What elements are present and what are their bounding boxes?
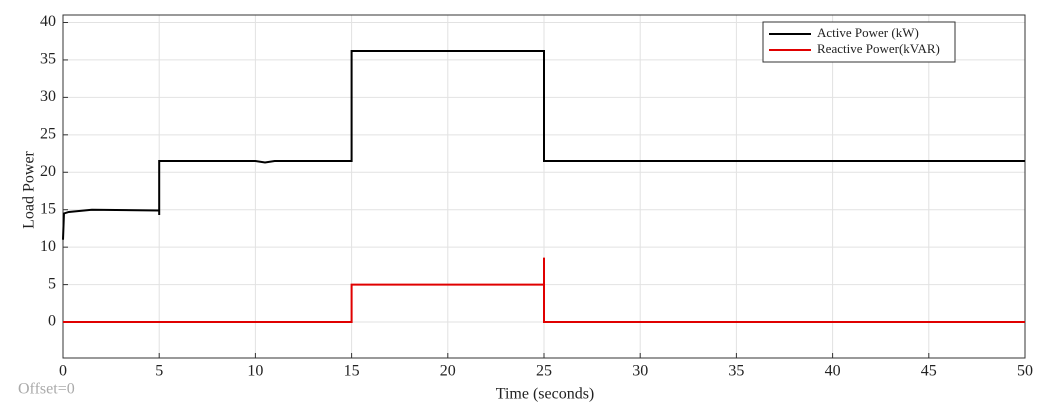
y-tick-label: 10 bbox=[40, 238, 56, 255]
x-tick-label: 30 bbox=[632, 363, 648, 380]
x-tick-label: 15 bbox=[344, 363, 360, 380]
legend-label: Active Power (kW) bbox=[817, 25, 919, 40]
legend-box bbox=[762, 21, 956, 63]
x-tick-label: 25 bbox=[536, 363, 552, 380]
x-tick-label: 0 bbox=[59, 363, 67, 380]
y-tick-label: 15 bbox=[40, 200, 56, 217]
x-tick-label: 10 bbox=[247, 363, 263, 380]
series-line bbox=[62, 49, 1025, 240]
offset-annotation: Offset=0 bbox=[18, 381, 75, 398]
x-tick-label: 45 bbox=[921, 363, 937, 380]
plot-frame bbox=[62, 14, 1026, 359]
series-line bbox=[63, 257, 1025, 324]
y-tick-label: 20 bbox=[40, 163, 56, 180]
y-tick-label: 0 bbox=[48, 313, 56, 330]
y-tick-label: 30 bbox=[40, 88, 56, 105]
x-tick-label: 50 bbox=[1017, 363, 1033, 380]
y-tick-label: 40 bbox=[40, 13, 56, 30]
x-tick-label: 20 bbox=[440, 363, 456, 380]
y-tick-label: 35 bbox=[40, 51, 56, 68]
y-tick-label: 25 bbox=[40, 125, 56, 142]
x-tick-label: 40 bbox=[825, 363, 841, 380]
y-tick-label: 5 bbox=[48, 275, 56, 292]
y-axis-label: Load Power bbox=[21, 150, 38, 228]
x-tick-label: 5 bbox=[155, 363, 163, 380]
legend-label: Reactive Power(kVAR) bbox=[817, 41, 940, 56]
x-axis-label: Time (seconds) bbox=[496, 386, 595, 403]
x-tick-label: 35 bbox=[728, 363, 744, 380]
